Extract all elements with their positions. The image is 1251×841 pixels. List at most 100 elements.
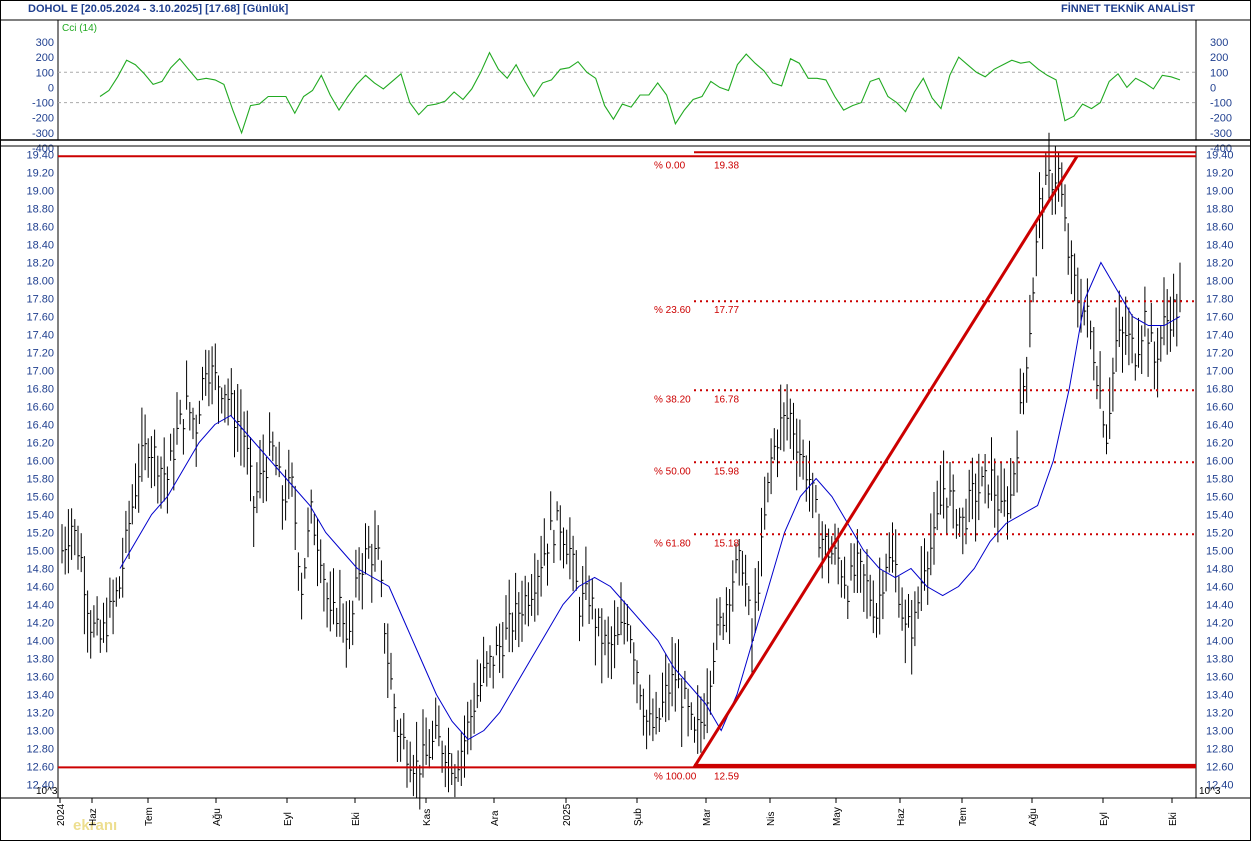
cci-tick-label: -300 xyxy=(32,128,54,140)
price-tick-label: 17.00 xyxy=(1206,366,1234,378)
cci-tick-label: -200 xyxy=(1210,113,1232,125)
price-tick-label: 13.00 xyxy=(26,726,54,738)
price-tick-label: 13.80 xyxy=(26,654,54,666)
cci-tick-label: 100 xyxy=(1210,67,1228,79)
fib-percent-label: % 50.00 xyxy=(654,466,691,477)
price-tick-label: 19.40 xyxy=(26,150,54,162)
price-tick-label: 14.80 xyxy=(26,564,54,576)
scale-note-left: 10^3 xyxy=(36,786,58,797)
price-tick-label: 14.40 xyxy=(1206,600,1234,612)
price-tick-label: 13.20 xyxy=(1206,708,1234,720)
price-tick-label: 14.60 xyxy=(1206,582,1234,594)
fib-value-label: 19.38 xyxy=(714,160,739,171)
x-tick-label: Ara xyxy=(490,810,501,826)
fib-trend-line xyxy=(692,155,1079,769)
price-tick-label: 16.40 xyxy=(1206,420,1234,432)
price-tick-label: 15.40 xyxy=(1206,510,1234,522)
cci-tick-label: 300 xyxy=(1210,37,1228,49)
x-tick-label: Ağu xyxy=(1028,808,1039,826)
x-tick-label: Tem xyxy=(144,807,155,826)
cci-tick-label: 200 xyxy=(1210,52,1228,64)
price-tick-label: 16.60 xyxy=(1206,402,1234,414)
x-tick-label: Mar xyxy=(702,808,713,826)
price-tick-label: 14.60 xyxy=(26,582,54,594)
cci-tick-label: -200 xyxy=(32,113,54,125)
price-tick-label: 18.00 xyxy=(26,276,54,288)
fib-percent-label: % 23.60 xyxy=(654,305,691,316)
price-tick-label: 14.80 xyxy=(1206,564,1234,576)
price-tick-label: 12.80 xyxy=(26,744,54,756)
cci-title: Cci (14) xyxy=(62,23,97,34)
cci-series-line xyxy=(99,51,1181,135)
price-tick-label: 18.60 xyxy=(1206,222,1234,234)
price-tick-label: 14.00 xyxy=(26,636,54,648)
brand-label: FİNNET TEKNİK ANALİST xyxy=(1060,3,1195,15)
cci-tick-label: 0 xyxy=(48,82,54,94)
price-tick-label: 13.00 xyxy=(1206,726,1234,738)
price-tick-label: 16.80 xyxy=(1206,384,1234,396)
x-tick-label: Eyl xyxy=(1099,812,1110,826)
price-tick-label: 18.00 xyxy=(1206,276,1234,288)
cci-tick-label: 200 xyxy=(36,52,54,64)
price-tick-label: 16.60 xyxy=(26,402,54,414)
price-tick-label: 13.60 xyxy=(26,672,54,684)
price-tick-label: 12.40 xyxy=(1206,780,1234,792)
watermark-logo: ekranı xyxy=(73,817,118,834)
price-tick-label: 18.80 xyxy=(1206,204,1234,216)
fib-percent-label: % 38.20 xyxy=(654,394,691,405)
price-tick-label: 18.80 xyxy=(26,204,54,216)
price-tick-label: 17.80 xyxy=(26,294,54,306)
price-tick-label: 16.00 xyxy=(26,456,54,468)
price-tick-label: 14.20 xyxy=(1206,618,1234,630)
chart-title: DOHOL E [20.05.2024 - 3.10.2025] [17.68]… xyxy=(28,3,289,15)
fib-value-label: 17.77 xyxy=(714,305,739,316)
price-tick-label: 16.00 xyxy=(1206,456,1234,468)
price-tick-label: 16.20 xyxy=(26,438,54,450)
price-tick-label: 18.40 xyxy=(1206,240,1234,252)
x-tick-label: Tem xyxy=(958,807,969,826)
scale-note-right: 10^3 xyxy=(1199,786,1221,797)
x-tick-label: 2024 xyxy=(56,803,67,826)
price-tick-label: 17.40 xyxy=(1206,330,1234,342)
price-tick-label: 19.20 xyxy=(26,168,54,180)
x-tick-label: Eki xyxy=(1168,812,1179,826)
x-tick-label: Haz xyxy=(88,808,99,826)
price-tick-label: 17.40 xyxy=(26,330,54,342)
fib-percent-label: % 61.80 xyxy=(654,538,691,549)
fib-value-label: 12.59 xyxy=(714,771,739,782)
x-tick-label: Nis xyxy=(766,812,777,826)
x-tick-label: Eki xyxy=(351,812,362,826)
price-tick-label: 16.20 xyxy=(1206,438,1234,450)
price-tick-label: 13.20 xyxy=(26,708,54,720)
price-tick-label: 13.80 xyxy=(1206,654,1234,666)
price-tick-label: 15.80 xyxy=(1206,474,1234,486)
cci-tick-label: 300 xyxy=(36,37,54,49)
price-tick-label: 13.60 xyxy=(1206,672,1234,684)
x-tick-label: Haz xyxy=(896,808,907,826)
price-tick-label: 19.20 xyxy=(1206,168,1234,180)
moving-average-line xyxy=(119,261,1181,741)
price-tick-label: 17.60 xyxy=(26,312,54,324)
fib-value-label: 15.18 xyxy=(714,538,739,549)
cci-tick-label: -100 xyxy=(32,98,54,110)
price-tick-label: 17.20 xyxy=(1206,348,1234,360)
price-tick-label: 15.20 xyxy=(26,528,54,540)
x-tick-label: Eyl xyxy=(283,812,294,826)
fib-value-label: 15.98 xyxy=(714,466,739,477)
price-tick-label: 17.00 xyxy=(26,366,54,378)
price-tick-label: 18.20 xyxy=(26,258,54,270)
price-tick-label: 15.00 xyxy=(26,546,54,558)
price-tick-label: 12.60 xyxy=(1206,762,1234,774)
x-tick-label: 2025 xyxy=(562,803,573,826)
price-tick-label: 15.00 xyxy=(1206,546,1234,558)
price-tick-label: 13.40 xyxy=(26,690,54,702)
cci-tick-label: 100 xyxy=(36,67,54,79)
price-tick-label: 16.80 xyxy=(26,384,54,396)
price-tick-label: 17.80 xyxy=(1206,294,1234,306)
price-tick-label: 18.60 xyxy=(26,222,54,234)
price-tick-label: 19.00 xyxy=(1206,186,1234,198)
price-tick-label: 15.80 xyxy=(26,474,54,486)
price-tick-label: 16.40 xyxy=(26,420,54,432)
price-tick-label: 19.40 xyxy=(1206,150,1234,162)
